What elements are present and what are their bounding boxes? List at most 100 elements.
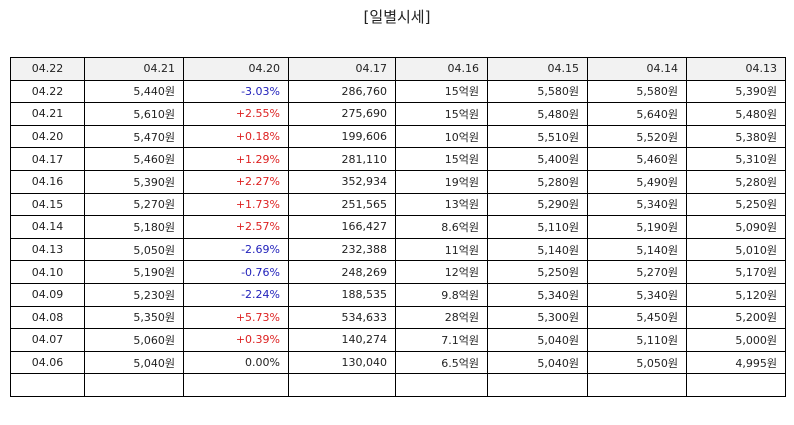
high-price-cell: 5,110원 xyxy=(587,328,687,352)
header-cell: 04.20 xyxy=(183,57,289,81)
close-price-cell: 5,040원 xyxy=(84,350,184,375)
close-price-cell: 5,390원 xyxy=(84,169,184,194)
empty-cell xyxy=(686,373,786,397)
low-price-cell: 5,310원 xyxy=(686,147,786,171)
date-cell: 04.15 xyxy=(10,192,85,217)
trade-amount-cell: 10억원 xyxy=(395,124,488,149)
table-row: 04.15 5,270원 +1.73% 251,565 13억원 5,290원 5,340원… xyxy=(10,192,786,217)
table-row: 04.14 5,180원 +2.57% 166,427 8.6억원 5,110원 5,190… xyxy=(10,215,786,239)
change-rate-cell: -2.24% xyxy=(183,282,289,307)
volume-cell: 286,760 xyxy=(288,79,396,104)
volume-cell: 534,633 xyxy=(288,305,396,330)
date-cell: 04.09 xyxy=(10,282,85,307)
change-rate-cell: +0.18% xyxy=(183,124,289,149)
low-price-cell: 5,000원 xyxy=(686,328,786,352)
open-price-cell: 5,290원 xyxy=(487,192,588,217)
close-price-cell: 5,190원 xyxy=(84,260,184,284)
open-price-cell: 5,580원 xyxy=(487,79,588,104)
low-price-cell: 5,480원 xyxy=(686,102,786,126)
empty-cell xyxy=(587,373,687,397)
table-header-row: 04.22 04.21 04.20 04.17 04.16 04.15 04.1… xyxy=(10,57,786,81)
empty-cell xyxy=(288,373,396,397)
close-price-cell: 5,230원 xyxy=(84,282,184,307)
low-price-cell: 5,120원 xyxy=(686,282,786,307)
volume-cell: 275,690 xyxy=(288,102,396,126)
header-cell: 04.22 xyxy=(10,57,85,81)
high-price-cell: 5,520원 xyxy=(587,124,687,149)
high-price-cell: 5,580원 xyxy=(587,79,687,104)
change-rate-cell: +0.39% xyxy=(183,328,289,352)
table-body: 04.22 5,440원 -3.03% 286,760 15억원 5,580원 5,580원… xyxy=(10,79,786,397)
open-price-cell: 5,300원 xyxy=(487,305,588,330)
volume-cell: 199,606 xyxy=(288,124,396,149)
table-row: 04.13 5,050원 -2.69% 232,388 11억원 5,140원 5,140원… xyxy=(10,237,786,262)
low-price-cell: 5,250원 xyxy=(686,192,786,217)
change-rate-cell: +2.27% xyxy=(183,169,289,194)
date-cell: 04.06 xyxy=(10,350,85,375)
change-rate-cell: +2.57% xyxy=(183,215,289,239)
trade-amount-cell: 15억원 xyxy=(395,147,488,171)
close-price-cell: 5,180원 xyxy=(84,215,184,239)
open-price-cell: 5,040원 xyxy=(487,328,588,352)
header-cell: 04.15 xyxy=(487,57,588,81)
header-cell: 04.14 xyxy=(587,57,687,81)
table-row: 04.21 5,610원 +2.55% 275,690 15억원 5,480원 5,640원… xyxy=(10,102,786,126)
volume-cell: 232,388 xyxy=(288,237,396,262)
change-rate-cell: -0.76% xyxy=(183,260,289,284)
low-price-cell: 5,010원 xyxy=(686,237,786,262)
volume-cell: 248,269 xyxy=(288,260,396,284)
trade-amount-cell: 15억원 xyxy=(395,102,488,126)
change-rate-cell: +5.73% xyxy=(183,305,289,330)
high-price-cell: 5,450원 xyxy=(587,305,687,330)
empty-cell xyxy=(183,373,289,397)
volume-cell: 251,565 xyxy=(288,192,396,217)
low-price-cell: 5,090원 xyxy=(686,215,786,239)
close-price-cell: 5,460원 xyxy=(84,147,184,171)
volume-cell: 281,110 xyxy=(288,147,396,171)
low-price-cell: 5,280원 xyxy=(686,169,786,194)
table-row: 04.20 5,470원 +0.18% 199,606 10억원 5,510원 5,520원… xyxy=(10,124,786,149)
high-price-cell: 5,140원 xyxy=(587,237,687,262)
empty-cell xyxy=(395,373,488,397)
trade-amount-cell: 13억원 xyxy=(395,192,488,217)
close-price-cell: 5,440원 xyxy=(84,79,184,104)
table-row: 04.17 5,460원 +1.29% 281,110 15억원 5,400원 5,460원… xyxy=(10,147,786,171)
volume-cell: 166,427 xyxy=(288,215,396,239)
close-price-cell: 5,470원 xyxy=(84,124,184,149)
open-price-cell: 5,280원 xyxy=(487,169,588,194)
header-cell: 04.13 xyxy=(686,57,786,81)
table-row: 04.07 5,060원 +0.39% 140,274 7.1억원 5,040원 5,110… xyxy=(10,328,786,352)
trade-amount-cell: 7.1억원 xyxy=(395,328,488,352)
trade-amount-cell: 12억원 xyxy=(395,260,488,284)
date-cell: 04.20 xyxy=(10,124,85,149)
open-price-cell: 5,140원 xyxy=(487,237,588,262)
high-price-cell: 5,340원 xyxy=(587,192,687,217)
empty-cell xyxy=(84,373,184,397)
table-row: 04.10 5,190원 -0.76% 248,269 12억원 5,250원 5,270원… xyxy=(10,260,786,284)
high-price-cell: 5,050원 xyxy=(587,350,687,375)
empty-row xyxy=(10,373,786,397)
high-price-cell: 5,460원 xyxy=(587,147,687,171)
change-rate-cell: 0.00% xyxy=(183,350,289,375)
table-row: 04.06 5,040원 0.00% 130,040 6.5억원 5,040원 5,050원… xyxy=(10,350,786,375)
open-price-cell: 5,250원 xyxy=(487,260,588,284)
table-row: 04.09 5,230원 -2.24% 188,535 9.8억원 5,340원 5,340… xyxy=(10,282,786,307)
low-price-cell: 4,995원 xyxy=(686,350,786,375)
date-cell: 04.21 xyxy=(10,102,85,126)
date-cell: 04.14 xyxy=(10,215,85,239)
change-rate-cell: +1.29% xyxy=(183,147,289,171)
volume-cell: 352,934 xyxy=(288,169,396,194)
high-price-cell: 5,640원 xyxy=(587,102,687,126)
high-price-cell: 5,190원 xyxy=(587,215,687,239)
open-price-cell: 5,400원 xyxy=(487,147,588,171)
close-price-cell: 5,270원 xyxy=(84,192,184,217)
low-price-cell: 5,200원 xyxy=(686,305,786,330)
date-cell: 04.08 xyxy=(10,305,85,330)
date-cell: 04.07 xyxy=(10,328,85,352)
low-price-cell: 5,380원 xyxy=(686,124,786,149)
high-price-cell: 5,340원 xyxy=(587,282,687,307)
volume-cell: 188,535 xyxy=(288,282,396,307)
table-row: 04.22 5,440원 -3.03% 286,760 15억원 5,580원 5,580원… xyxy=(10,79,786,104)
page-title: [일별시세] xyxy=(363,8,431,26)
empty-cell xyxy=(487,373,588,397)
